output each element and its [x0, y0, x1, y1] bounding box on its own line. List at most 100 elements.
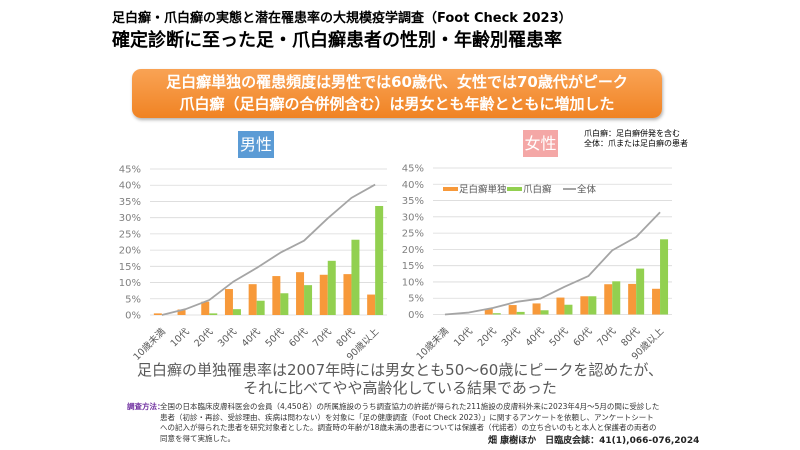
y-tick-label: 30%	[119, 213, 141, 224]
y-tick-label: 0%	[125, 311, 141, 322]
x-tick-label: 40代	[240, 326, 263, 349]
bar-tinea-unguium-5	[280, 293, 289, 315]
x-tick-label: 10代	[169, 326, 192, 349]
bar-tinea-pedis-only-2	[201, 301, 210, 315]
method-line: 患者（初診・再診、受診理由、疾病は問わない）を対象に「足の健康調査（Foot C…	[160, 412, 654, 422]
legend-label: 爪白癬	[523, 184, 552, 196]
y-tick-label: 25%	[402, 229, 424, 240]
footnote-line-total: 全体：爪または足白癬の患者	[584, 139, 688, 148]
y-tick-label: 45%	[402, 164, 424, 175]
method-line: への記入が得られた患者を研究対象者とした。調査時の年齢が18歳未満の患者について…	[160, 423, 657, 432]
male-chart: 0% 5% 10% 15% 20% 25% 30% 35% 40% 45% 10歳未満 10代 20代 3…	[119, 165, 387, 363]
bar-tinea-unguium-3	[516, 311, 525, 315]
bar-tinea-unguium-5	[564, 304, 573, 315]
y-tick-label: 45%	[119, 165, 141, 176]
y-tick-label: 15%	[119, 262, 141, 273]
method-section: 調査方法： 全国の日本臨床皮膚科医会の会員（4,450名）の所属施設のうち調査協…	[127, 402, 659, 444]
y-tick-label: 10%	[119, 278, 141, 289]
citation: 畑 康樹ほか 日臨皮会誌：41(1),066-076,2024	[488, 436, 700, 446]
bar-tinea-pedis-only-3	[508, 305, 517, 315]
x-tick-label: 30代	[500, 325, 523, 348]
x-tick-label: 20代	[476, 325, 499, 348]
male-chart-label: 男性	[238, 131, 274, 158]
bar-tinea-pedis-only-6	[296, 272, 305, 315]
bar-tinea-pedis-only-2	[484, 308, 493, 315]
method-line: 全国の日本臨床皮膚科医会の会員（4,450名）の所属施設のうち調査協力の許諾が得…	[160, 402, 660, 411]
bar-tinea-unguium-2	[492, 313, 501, 315]
method-body: 全国の日本臨床皮膚科医会の会員（4,450名）の所属施設のうち調査協力の許諾が得…	[160, 402, 659, 444]
bar-tinea-pedis-only-9	[367, 294, 376, 315]
x-tick-label: 40代	[524, 325, 547, 348]
x-tick-label: 60代	[287, 326, 310, 349]
bar-tinea-pedis-only-5	[272, 276, 281, 315]
x-tick-label: 20代	[192, 326, 215, 349]
conclusion-line-1: 足白癬の単独罹患率は2007年時には男女とも50～60歳にピークを認めたが、	[136, 361, 664, 379]
bar-tinea-pedis-only-4	[248, 284, 257, 315]
legend-item-total: 全体	[563, 184, 597, 196]
y-tick-label: 35%	[402, 196, 424, 207]
legend-item-tinea-pedis-only: 足白癬単独	[443, 184, 507, 196]
bar-tinea-unguium-3	[232, 309, 241, 315]
bar-tinea-pedis-only-4	[532, 303, 541, 315]
y-tick-label: 10%	[402, 277, 424, 288]
line-total	[161, 183, 376, 316]
y-tick-label: 20%	[119, 246, 141, 257]
y-tick-label: 30%	[402, 212, 424, 223]
bar-tinea-pedis-only-8	[628, 283, 637, 315]
x-tick-label: 10歳未満	[414, 325, 452, 363]
x-tick-label: 10歳未満	[131, 325, 169, 363]
x-tick-label: 70代	[595, 325, 618, 348]
bar-tinea-unguium-4	[256, 300, 265, 315]
bar-tinea-unguium-6	[304, 285, 313, 315]
y-tick-label: 0%	[408, 310, 424, 321]
x-tick-label: 50代	[548, 325, 571, 348]
x-tick-label: 30代	[216, 326, 239, 349]
bar-tinea-pedis-only-9	[652, 288, 661, 315]
bar-tinea-unguium-8	[636, 268, 645, 315]
x-tick-label: 10代	[452, 325, 475, 348]
bar-tinea-unguium-7	[612, 281, 621, 315]
legend-item-tinea-unguium: 爪白癬	[507, 184, 552, 196]
bar-tinea-pedis-only-3	[224, 289, 233, 315]
bar-tinea-pedis-only-7	[319, 274, 328, 315]
y-tick-label: 35%	[119, 197, 141, 208]
survey-title: 足白癬・爪白癬の実態と潜在罹患率の大規模疫学調査（Foot Check 2023…	[112, 11, 572, 26]
bar-tinea-pedis-only-7	[604, 284, 613, 315]
key-finding-banner: 足白癬単独の罹患頻度は男性では60歳代、女性では70歳代がピーク 爪白癬（足白癬…	[132, 69, 662, 118]
bar-tinea-unguium-7	[327, 260, 336, 315]
conclusion-line-2: それに比べてやや高齢化している結果であった	[243, 379, 557, 397]
line-total	[444, 211, 661, 316]
legend: 足白癬単独 爪白癬 全体	[443, 184, 597, 196]
bar-tinea-pedis-only-6	[580, 296, 589, 315]
bar-tinea-unguium-8	[351, 239, 360, 315]
chart-footnote: 爪白癬：足白癬併発を含む 全体：爪または足白癬の患者	[584, 129, 688, 149]
x-tick-label: 60代	[571, 325, 594, 348]
bar-tinea-unguium-2	[209, 313, 218, 315]
x-tick-label: 50代	[263, 326, 286, 349]
banner-line-2: 爪白癬（足白癬の合併例含む）は男女とも年齢とともに増加した	[179, 95, 615, 113]
y-tick-label: 15%	[402, 261, 424, 272]
banner-line-1: 足白癬単独の罹患頻度は男性では60歳代、女性では70歳代がピーク	[166, 73, 628, 91]
bar-tinea-unguium-9	[375, 205, 384, 315]
female-chart-label: 女性	[523, 130, 558, 157]
bar-tinea-pedis-only-8	[343, 274, 352, 315]
method-label: 調査方法：	[127, 402, 165, 411]
y-tick-label: 5%	[408, 294, 424, 305]
bar-tinea-unguium-6	[588, 296, 597, 315]
bar-tinea-pedis-only-1	[177, 309, 186, 315]
legend-label: 足白癬単独	[459, 184, 507, 196]
bar-tinea-unguium-9	[660, 239, 669, 315]
slide-title: 確定診断に至った足・爪白癬患者の性別・年齢別罹患率	[112, 30, 562, 51]
legend-swatch	[443, 187, 458, 191]
legend-swatch	[507, 187, 522, 191]
method-line: 同意を得て実施した。	[160, 433, 235, 443]
y-tick-label: 25%	[119, 229, 141, 240]
female-chart: 0% 5% 10% 15% 20% 25% 30% 35% 40% 45% 10歳未満 10代 20代 3…	[402, 164, 672, 363]
y-tick-label: 5%	[125, 294, 141, 305]
y-tick-label: 40%	[402, 180, 424, 191]
legend-label: 全体	[577, 184, 597, 196]
footnote-line-nail: 爪白癬：足白癬併発を含む	[584, 129, 680, 138]
y-tick-label: 40%	[119, 181, 141, 192]
bar-tinea-pedis-only-0	[153, 313, 162, 315]
bar-tinea-pedis-only-5	[556, 297, 565, 315]
